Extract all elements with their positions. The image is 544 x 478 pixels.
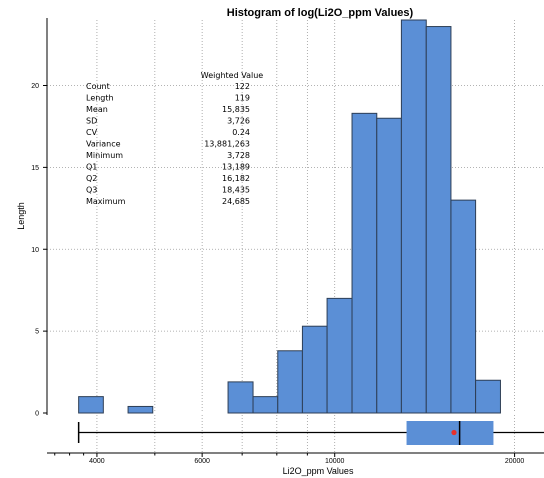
- stats-row-label: Q1: [86, 163, 97, 172]
- stats-row-label: Length: [86, 94, 114, 103]
- stats-row-value: 122: [235, 82, 250, 91]
- histogram-bar: [326, 297, 353, 414]
- stats-row-value: 3,726: [227, 117, 250, 126]
- stats-row-value: 13,881,263: [204, 140, 250, 149]
- x-tick-label: 4000: [89, 458, 105, 465]
- boxplot-box: [406, 421, 494, 445]
- stats-table: Weighted Value Count 122 Length 119 Mean 15,83…: [86, 71, 263, 206]
- stats-row-value: 3,728: [227, 151, 250, 160]
- stats-row-value: 13,189: [222, 163, 250, 172]
- histogram-bar: [301, 325, 328, 414]
- histogram-bar: [277, 350, 303, 414]
- stats-row-value: 16,182: [222, 174, 250, 183]
- stats-row-value: 0.24: [232, 128, 250, 137]
- y-tick-label: 20: [31, 83, 39, 90]
- stats-row-label: CV: [86, 128, 98, 137]
- stats-row-value: 119: [235, 94, 250, 103]
- stats-row-label: Minimum: [86, 151, 123, 160]
- x-tick-label: 6000: [194, 458, 210, 465]
- histogram-bar: [78, 396, 104, 414]
- stats-row-label: Q3: [86, 186, 97, 195]
- histogram-bar: [450, 199, 477, 414]
- stats-row-label: Mean: [86, 105, 108, 114]
- histogram-bar: [475, 379, 501, 414]
- chart-title: Histogram of log(Li2O_ppm Values): [227, 7, 414, 19]
- stats-row-label: Count: [86, 82, 110, 91]
- y-tick-label: 0: [35, 411, 39, 418]
- stats-row-label: Variance: [86, 140, 121, 149]
- y-axis-label: Length: [16, 202, 26, 230]
- y-tick-label: 10: [31, 247, 39, 254]
- boxplot: [77, 421, 544, 445]
- stats-header: Weighted Value: [201, 71, 263, 80]
- y-tick-label: 15: [31, 165, 39, 172]
- histogram-bars: [78, 19, 501, 414]
- stats-row-value: 24,685: [222, 197, 250, 206]
- y-tick-label: 5: [35, 329, 39, 336]
- histogram-bar: [425, 26, 452, 414]
- stats-row-value: 15,835: [222, 105, 250, 114]
- histogram-bar: [127, 405, 154, 414]
- boxplot-mean-marker: [451, 429, 457, 436]
- axes: 0 5 10 15 20 4000 6000 10000 20000: [31, 18, 544, 465]
- histogram-bar: [351, 112, 378, 414]
- stats-row-value: 18,435: [222, 186, 250, 195]
- histogram-bar: [227, 381, 254, 414]
- histogram-bar: [252, 396, 279, 414]
- stats-row-label: SD: [86, 117, 97, 126]
- histogram-bar: [400, 19, 427, 414]
- stats-row-label: Maximum: [86, 197, 126, 206]
- histogram-bar: [376, 117, 402, 414]
- x-axis-label: Li2O_ppm Values: [283, 466, 354, 476]
- x-tick-label: 20000: [505, 458, 525, 465]
- x-tick-label: 10000: [325, 458, 345, 465]
- stats-row-label: Q2: [86, 174, 97, 183]
